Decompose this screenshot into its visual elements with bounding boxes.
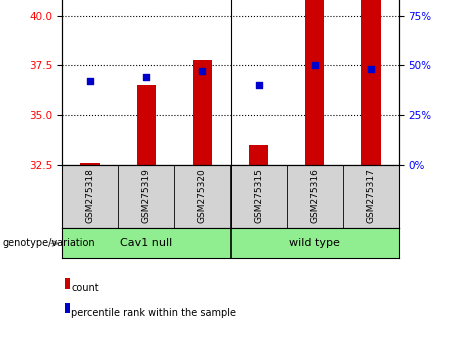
Bar [361,0,380,165]
Point [367,67,374,72]
Point [199,69,206,74]
Point [87,79,94,84]
Point [311,63,318,68]
Text: genotype/variation: genotype/variation [2,238,95,249]
Text: percentile rank within the sample: percentile rank within the sample [71,308,236,318]
Text: GSM275320: GSM275320 [198,168,207,223]
Bar [193,59,212,165]
Point [255,82,262,88]
Bar [81,162,100,165]
Text: count: count [71,283,99,293]
Text: GSM275316: GSM275316 [310,168,319,223]
Point [142,75,150,80]
Text: GSM275317: GSM275317 [366,168,375,223]
Text: wild type: wild type [289,238,340,249]
Text: GSM275319: GSM275319 [142,168,151,223]
Text: GSM275318: GSM275318 [86,168,95,223]
Bar [249,145,268,165]
Bar [136,85,156,165]
Bar [305,0,325,165]
Text: GSM275315: GSM275315 [254,168,263,223]
Text: Cav1 null: Cav1 null [120,238,172,249]
